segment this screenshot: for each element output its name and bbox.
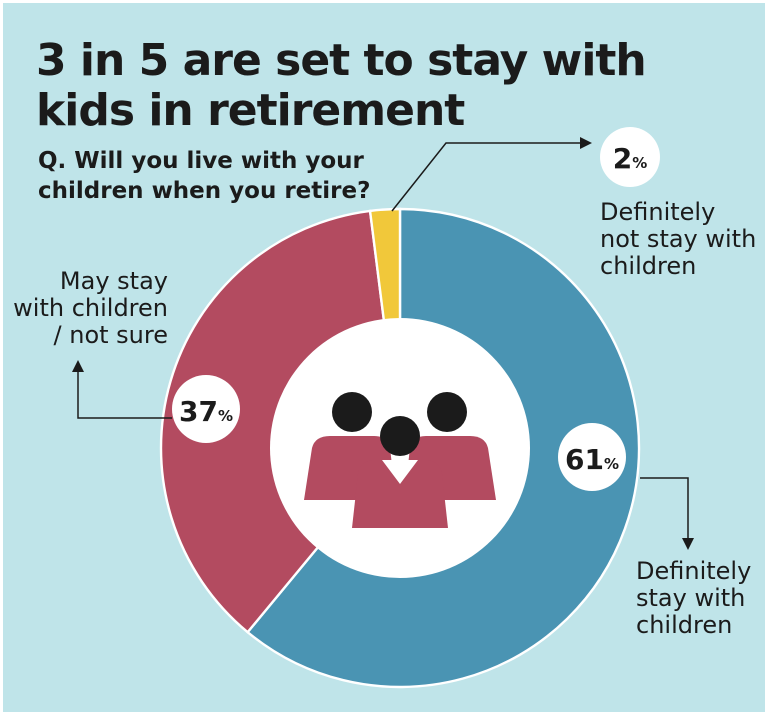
person-center-collar [382,460,418,484]
value-badge-definitely-stay: 61% [558,423,626,491]
callout-line-definitely-stay [640,477,689,540]
value-label-definitely-stay: 61 [565,443,604,476]
value-badge-definitely-not: 2% [600,127,660,187]
callout-label-definitely-not: Definitely not stay with children [600,198,757,280]
arrow-definitely-not [580,137,592,149]
person-center-head [380,416,420,456]
people-group-icon [304,392,496,528]
chart-question: Q. Will you live with your children when… [38,148,371,204]
value-label-definitely-not: 2 [613,142,632,175]
value-label-may-stay: 37 [179,395,218,428]
chart-title: 3 in 5 are set to stay with kids in reti… [36,35,647,136]
svg-text:2%: 2% [613,142,648,175]
value-badge-may-stay: 37% [172,375,240,443]
person-right-head [427,392,467,432]
person-center-body [352,460,448,528]
callout-label-definitely-stay: Definitely stay with children [636,557,752,639]
callout-lines [77,142,689,540]
callout-arrows [72,137,694,550]
svg-text:37%: 37% [179,395,233,428]
arrow-may-stay [72,360,84,372]
person-left-head [332,392,372,432]
callout-label-may-stay: May stay with children / not sure [13,267,168,349]
callout-line-may-stay [77,372,172,419]
svg-text:61%: 61% [565,443,619,476]
arrow-definitely-stay [682,538,694,550]
callout-line-definitely-not [391,142,582,212]
